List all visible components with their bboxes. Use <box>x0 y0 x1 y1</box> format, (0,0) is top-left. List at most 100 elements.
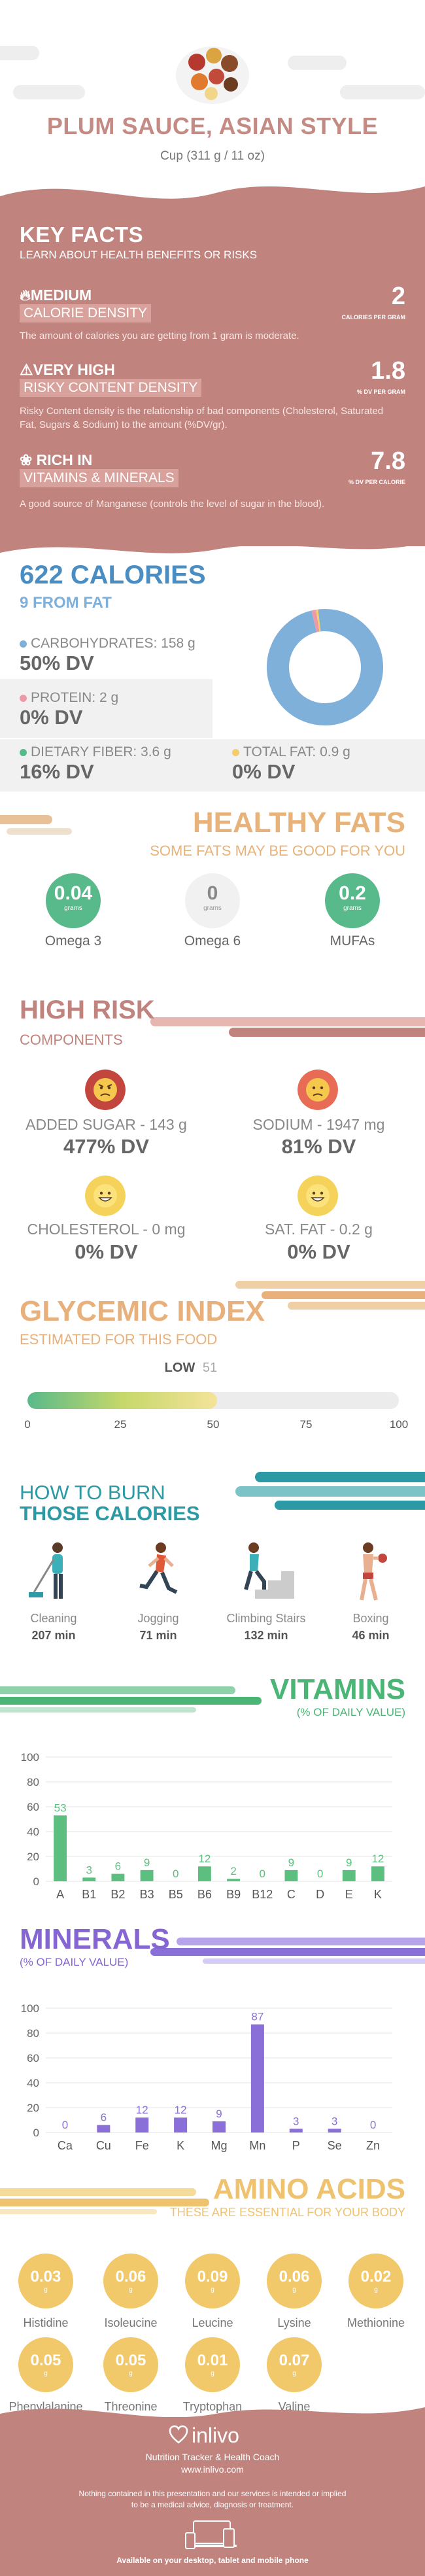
mufas-bubble: 0.2 grams <box>325 873 380 928</box>
availability-note: Available on your desktop, tablet and mo… <box>116 2556 309 2565</box>
x-tick-label: Cu <box>96 2139 111 2152</box>
x-tick-label: Fe <box>135 2139 149 2152</box>
x-tick-label: Zn <box>366 2139 380 2152</box>
minerals-subtitle: (% OF DAILY VALUE) <box>20 1956 129 1968</box>
fat-item: TOTAL FAT: 0.9 g 0% DV <box>232 744 350 784</box>
glycemic-tick-label: 0 <box>24 1418 31 1431</box>
risk-label: ADDED SUGAR - 143 g <box>26 1116 187 1133</box>
omega6-value: 0 <box>207 882 218 904</box>
fact-value: 1.8 <box>371 357 405 385</box>
bar-value-label: 12 <box>136 2104 148 2116</box>
amino-acid-unit: g <box>44 2370 48 2377</box>
fiber-dv: 16% DV <box>20 760 94 783</box>
cloud-decoration <box>13 85 85 99</box>
vitamins-bar-chart: 0 20 40 60 80 100 53 A 3 B1 6 B2 9 B3 0 B5 12 B6 2 B9 0 B12 9 C… <box>21 1751 392 1901</box>
glycemic-level: LOW <box>164 1361 196 1375</box>
x-tick-label: B6 <box>197 1888 212 1901</box>
y-tick-label: 80 <box>27 2027 39 2040</box>
omega3-bubble: 0.04 grams <box>46 873 101 928</box>
amino-acid-name: Leucine <box>192 2316 233 2329</box>
sauce-dish-icon <box>176 46 249 104</box>
stripe-decoration <box>0 815 72 836</box>
protein-box <box>0 679 212 738</box>
x-tick-label: A <box>56 1888 64 1901</box>
cloud-decoration <box>288 56 347 70</box>
amino-acid-value: 0.09 <box>197 2268 228 2286</box>
glycemic-tick-label: 50 <box>207 1418 220 1431</box>
climbing-stairs-icon <box>244 1542 294 1599</box>
brand-url[interactable]: www.inlivo.com <box>181 2464 244 2475</box>
amino-acid-name: Histidine <box>23 2316 69 2329</box>
amino-acid-circle: 0.09 g <box>185 2254 240 2308</box>
x-tick-label: B3 <box>140 1888 154 1901</box>
fiber-item: DIETARY FIBER: 3.6 g 16% DV <box>20 744 171 784</box>
bar <box>97 2125 110 2132</box>
omega3-value: 0.04 <box>54 882 93 904</box>
fact-name: VITAMINS & MINERALS <box>20 469 178 487</box>
happy-face-icon <box>298 1175 338 1216</box>
high-risk-title: HIGH RISK <box>20 996 155 1024</box>
warning-icon: ⚠ <box>20 361 33 378</box>
y-tick-label: 60 <box>27 2052 39 2064</box>
protein-dot <box>20 694 27 702</box>
glycemic-subtitle: ESTIMATED FOR THIS FOOD <box>20 1331 218 1348</box>
x-tick-label: E <box>345 1888 353 1901</box>
bar-value-label: 0 <box>260 1868 265 1880</box>
stripe-decoration <box>0 2188 209 2214</box>
high-risk-subtitle: COMPONENTS <box>20 1032 123 1048</box>
bar-value-label: 6 <box>101 2112 107 2124</box>
omega3-name: Omega 3 <box>44 933 102 949</box>
x-tick-label: K <box>374 1888 382 1901</box>
stripe-decoration <box>235 1281 425 1314</box>
calories-title: 622 CALORIES <box>20 561 206 589</box>
devices-icon <box>185 2520 237 2549</box>
fact-level: MEDIUM <box>30 287 92 304</box>
bar <box>135 2117 149 2132</box>
bar-value-label: 2 <box>230 1865 236 1877</box>
bar <box>140 1870 154 1881</box>
y-tick-label: 0 <box>33 1875 39 1888</box>
fiber-dot <box>20 748 27 756</box>
activity-minutes: 46 min <box>352 1629 390 1642</box>
amino-acid-unit: g <box>44 2286 48 2293</box>
omega6-unit: grams <box>203 905 222 912</box>
header: PLUM SAUCE, ASIAN STYLE Cup (311 g / 11 … <box>0 0 425 190</box>
cleaning-icon <box>29 1542 63 1599</box>
fact-description: Risky Content density is the relationshi… <box>20 406 384 430</box>
key-facts-subtitle: LEARN ABOUT HEALTH BENEFITS OR RISKS <box>20 249 258 261</box>
amino-acid-value: 0.05 <box>115 2352 146 2369</box>
protein-item: PROTEIN: 2 g 0% DV <box>20 690 118 729</box>
carbs-dot <box>20 640 27 648</box>
x-tick-label: B1 <box>82 1888 96 1901</box>
x-tick-label: D <box>316 1888 324 1901</box>
heart-icon <box>169 2425 188 2444</box>
glycemic-bar <box>27 1392 399 1409</box>
x-tick-label: C <box>287 1888 296 1901</box>
vitamins-subtitle: (% OF DAILY VALUE) <box>296 1706 405 1718</box>
key-facts-title: KEY FACTS <box>20 222 144 247</box>
omega6-name: Omega 6 <box>184 933 241 949</box>
amino-acid-value: 0.07 <box>279 2352 310 2369</box>
leaf-icon: ❀ <box>20 451 33 468</box>
fact-name: CALORIE DENSITY <box>20 304 152 322</box>
carbs-dv: 50% DV <box>20 652 94 674</box>
glycemic-tick-label: 25 <box>114 1418 127 1431</box>
happy-face-icon <box>85 1175 126 1216</box>
disclaimer: to be a medical advice, diagnosis or tre… <box>131 2500 294 2509</box>
amino-acid-name: Threonine <box>104 2400 158 2413</box>
activity-minutes: 207 min <box>31 1629 76 1642</box>
risk-label: SAT. FAT - 0.2 g <box>265 1221 373 1238</box>
fat-dot <box>232 748 239 756</box>
x-tick-label: B5 <box>169 1888 183 1901</box>
fact-unit: % DV PER GRAM <box>356 389 405 395</box>
burn-title-line2: THOSE CALORIES <box>20 1502 200 1525</box>
activity-minutes: 71 min <box>139 1629 177 1642</box>
fact-unit: % DV PER CALORIE <box>348 479 405 485</box>
bar <box>250 2024 264 2132</box>
protein-label: PROTEIN: 2 g <box>31 690 119 705</box>
calories-donut-chart <box>267 609 383 725</box>
calories-from-fat: 9 FROM FAT <box>20 594 112 612</box>
y-tick-label: 40 <box>27 1826 39 1838</box>
amino-acid-name: Lysine <box>277 2316 311 2329</box>
bar-value-label: 6 <box>115 1860 121 1873</box>
